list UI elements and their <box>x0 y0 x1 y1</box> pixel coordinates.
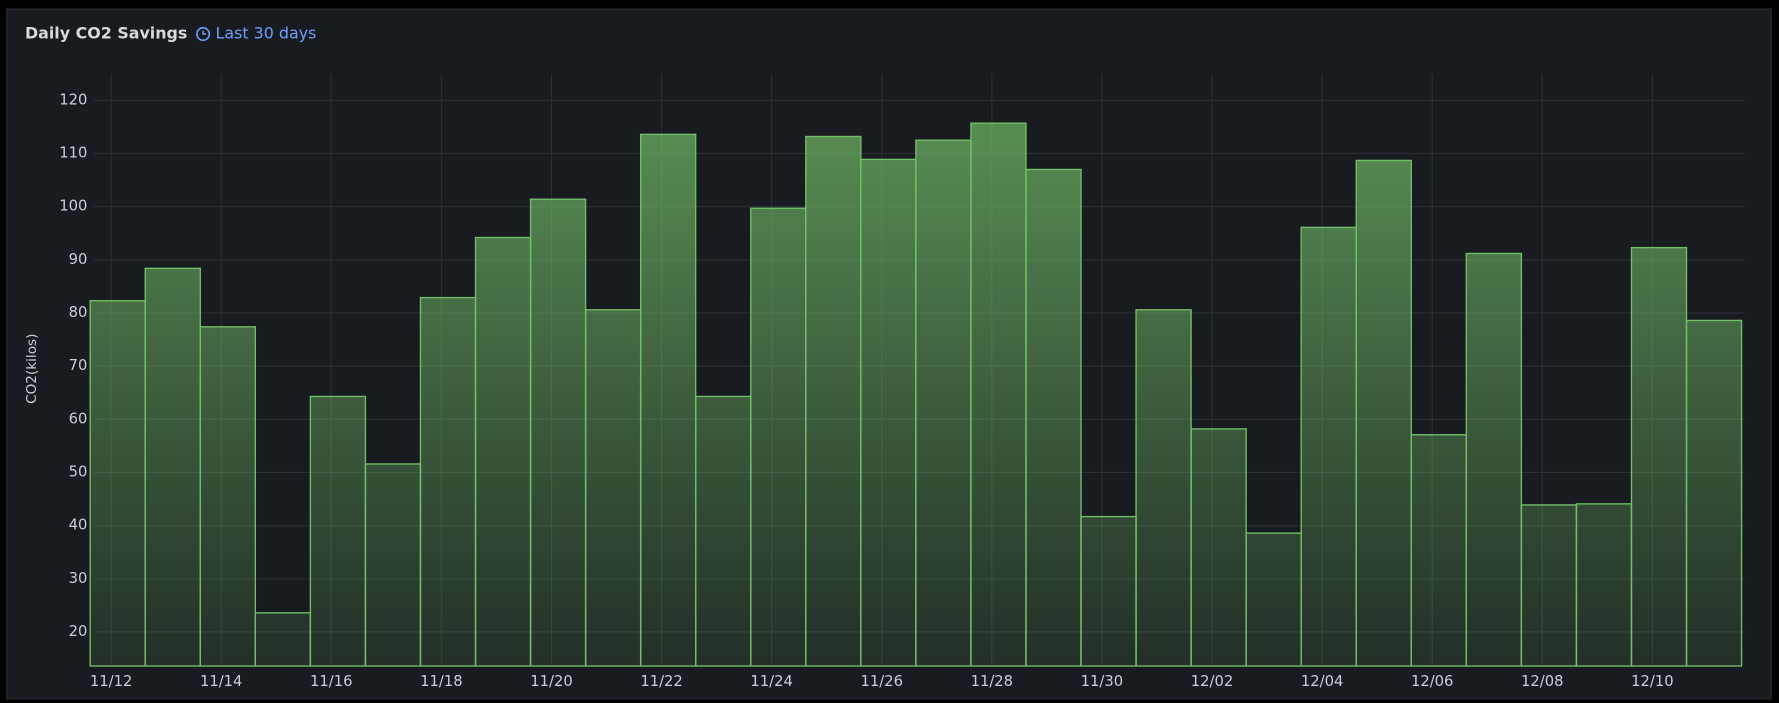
y-axis-label: CO2(kilos) <box>24 334 40 404</box>
bar <box>970 122 1027 667</box>
bar <box>1685 319 1743 667</box>
x-tick-label: 11/28 <box>971 673 1013 690</box>
bar <box>419 296 477 667</box>
time-range[interactable]: Last 30 days <box>196 24 317 43</box>
y-tick-label: 40 <box>69 517 88 534</box>
x-tick-label: 11/14 <box>200 673 242 690</box>
y-tick-label: 70 <box>69 357 88 374</box>
bar <box>199 326 257 667</box>
x-tick-label: 11/16 <box>310 673 352 690</box>
bar <box>1520 504 1578 667</box>
bar <box>695 395 752 667</box>
x-tick-label: 12/10 <box>1631 673 1673 690</box>
x-tick-label: 11/12 <box>90 673 132 690</box>
panel-title: Daily CO2 Savings <box>25 24 187 43</box>
x-tick-label: 12/04 <box>1301 673 1343 690</box>
bar <box>89 300 146 667</box>
bar <box>1135 309 1192 667</box>
bar <box>364 463 422 667</box>
y-tick-label: 20 <box>69 623 88 640</box>
bar <box>1080 515 1137 667</box>
y-tick-label: 90 <box>69 251 88 268</box>
x-tick-label: 11/30 <box>1081 673 1123 690</box>
x-tick-label: 12/08 <box>1521 673 1563 690</box>
y-tick-label: 30 <box>69 570 88 587</box>
bar <box>1465 252 1523 667</box>
bar <box>1025 168 1082 667</box>
bar <box>805 135 862 667</box>
y-tick-label: 80 <box>69 304 88 321</box>
bar <box>1355 159 1412 667</box>
bar <box>584 309 642 667</box>
y-tick-label: 110 <box>59 144 87 161</box>
bar <box>1245 532 1302 667</box>
bar <box>1630 246 1688 667</box>
x-tick-label: 11/18 <box>420 673 462 690</box>
bar <box>860 158 917 667</box>
x-tick-label: 11/24 <box>750 673 792 690</box>
x-tick-label: 11/22 <box>640 673 682 690</box>
clock-icon <box>196 27 211 42</box>
bar <box>254 612 312 667</box>
bar <box>915 139 972 667</box>
x-tick-label: 12/02 <box>1191 673 1233 690</box>
bar <box>1190 428 1247 667</box>
bar <box>639 133 697 667</box>
y-tick-label: 120 <box>59 91 87 108</box>
y-tick-label: 60 <box>69 410 88 427</box>
bar <box>529 198 587 667</box>
bar <box>1575 503 1633 667</box>
bar <box>750 207 807 667</box>
x-tick-label: 11/20 <box>530 673 572 690</box>
x-tick-label: 11/26 <box>861 673 903 690</box>
y-tick-label: 50 <box>69 463 88 480</box>
bar <box>309 395 367 667</box>
y-tick-label: 100 <box>59 198 87 215</box>
bar <box>1410 434 1468 667</box>
bar <box>474 236 532 667</box>
bar <box>144 267 201 667</box>
time-range-label: Last 30 days <box>216 24 317 43</box>
x-tick-label: 12/06 <box>1411 673 1453 690</box>
clock-hands <box>202 30 206 35</box>
bar <box>1300 226 1357 667</box>
